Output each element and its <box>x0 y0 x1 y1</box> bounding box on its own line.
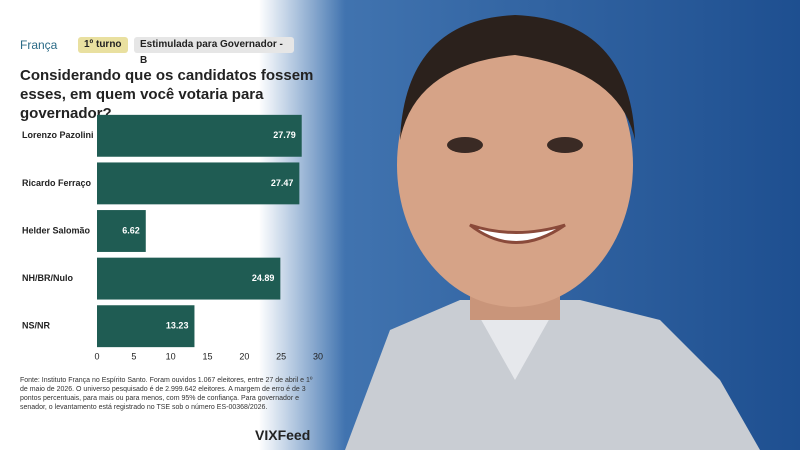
x-tick-label: 10 <box>166 351 176 361</box>
bar <box>97 210 146 252</box>
bar <box>97 305 195 348</box>
value-label: 27.79 <box>273 130 296 140</box>
source-note: Fonte: Instituto França no Espírito Sant… <box>20 377 313 411</box>
x-tick-label: 30 <box>313 351 323 361</box>
chart-title: Considerando que os candidatos fossem es… <box>20 67 314 122</box>
bar <box>97 114 302 157</box>
round-tag: 1º turno <box>78 37 128 53</box>
logo: França <box>20 38 58 52</box>
x-tick-label: 25 <box>276 351 286 361</box>
x-tick-label: 15 <box>202 351 212 361</box>
y-tick-label: NS/NR <box>22 321 51 331</box>
value-label: 13.23 <box>166 321 189 331</box>
brand: VIXFeed <box>255 427 311 443</box>
x-tick-label: 5 <box>131 351 136 361</box>
chart: 0 5 10 15 20 25 30 Lorenzo Pazolini 27.79 Ricardo… <box>22 114 323 361</box>
value-label: 6.62 <box>122 225 140 235</box>
poll-tag: Estimulada para Governador - B <box>134 37 294 66</box>
y-tick-label: Ricardo Ferraço <box>22 178 92 188</box>
bar <box>97 257 281 300</box>
y-tick-label: Lorenzo Pazolini <box>22 130 94 140</box>
x-tick-label: 0 <box>94 351 99 361</box>
y-tick-label: Helder Salomão <box>22 225 91 235</box>
y-tick-label: NH/BR/Nulo <box>22 273 73 283</box>
value-label: 27.47 <box>271 178 294 188</box>
x-tick-label: 20 <box>239 351 249 361</box>
bar <box>97 162 300 205</box>
value-label: 24.89 <box>252 273 275 283</box>
